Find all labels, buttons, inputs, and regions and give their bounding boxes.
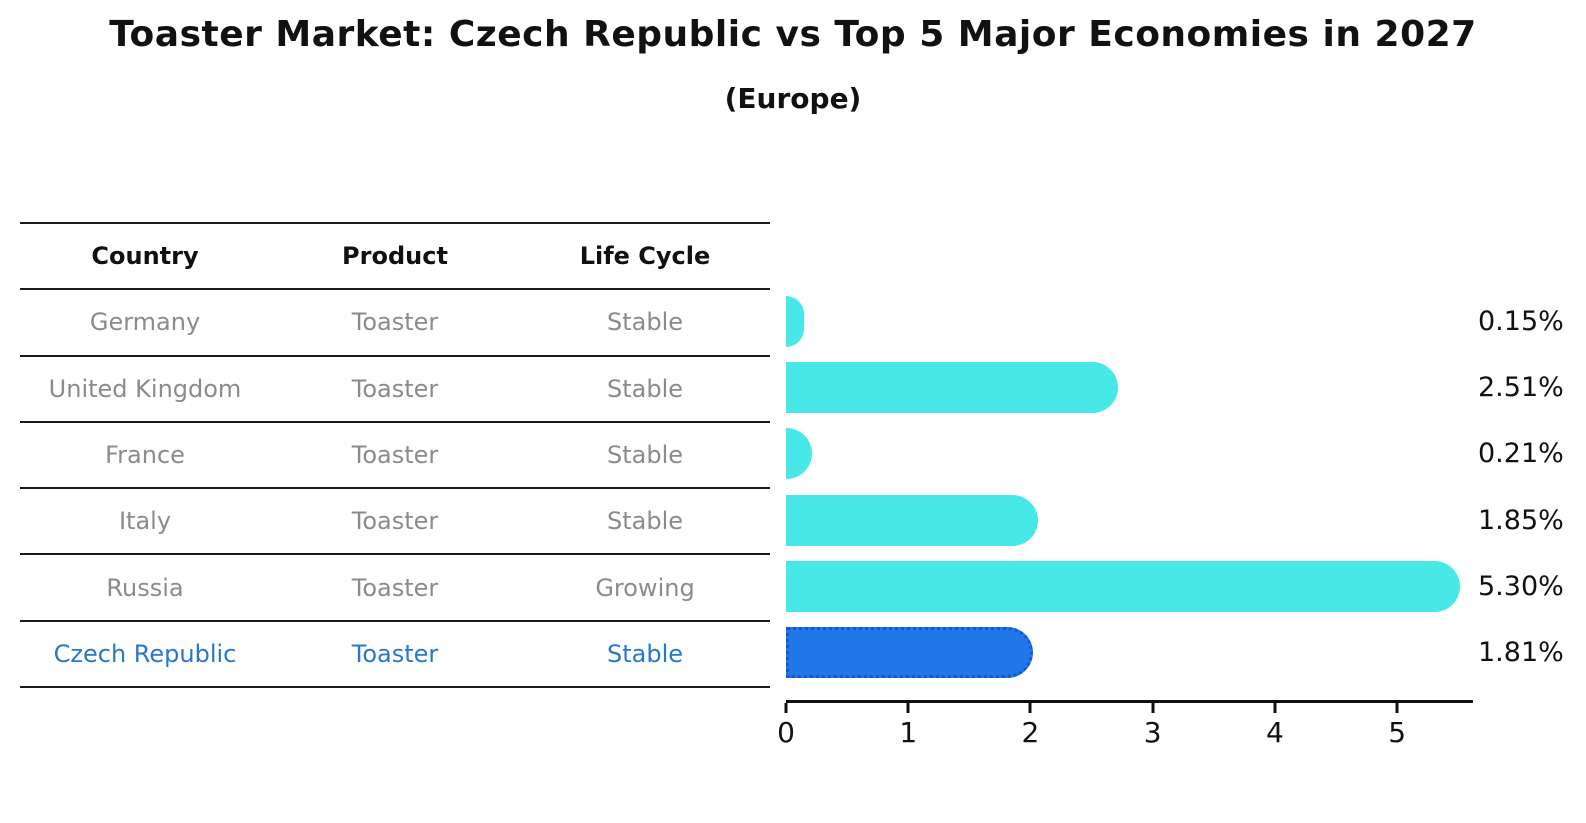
cell-country: Germany [89, 308, 201, 337]
bar-row [786, 288, 1473, 354]
x-axis-tick-label: 4 [1266, 716, 1284, 749]
x-axis: 0 1 2 3 4 5 [777, 700, 1473, 760]
value-label: 1.81% [1478, 637, 1564, 669]
cell-country: Italy [118, 507, 172, 536]
cell-product: Toaster [351, 639, 439, 668]
x-axis-tick-label: 2 [1021, 716, 1040, 749]
cell-country: France [105, 441, 185, 470]
bar-row [786, 553, 1473, 619]
column-header-country: Country [91, 242, 199, 271]
table-row: Italy Toaster Stable [20, 489, 770, 556]
bar-row [786, 487, 1473, 553]
cell-product: Toaster [351, 308, 439, 337]
bar-row [786, 354, 1473, 420]
x-axis-tick [1273, 703, 1277, 713]
country-table: Country Product Life Cycle Germany Toaster St… [20, 222, 770, 689]
cell-product: Toaster [351, 374, 439, 403]
bar-russia [786, 560, 1460, 612]
value-label: 1.85% [1478, 504, 1564, 536]
value-label: 5.30% [1478, 570, 1564, 602]
bar-row [786, 620, 1473, 686]
cell-country: United Kingdom [48, 374, 242, 403]
cell-country: Czech Republic [53, 639, 237, 668]
column-header-product: Product [342, 242, 448, 271]
cell-life-cycle: Stable [606, 507, 684, 536]
value-label-column: 0.15% 2.51% 0.21% 1.85% 5.30% 1.81% [1478, 288, 1586, 686]
cell-life-cycle: Stable [606, 374, 684, 403]
cell-life-cycle: Stable [606, 308, 684, 337]
bar-germany [786, 295, 804, 347]
x-axis-tick-label: 1 [899, 716, 918, 749]
cell-product: Toaster [351, 507, 439, 536]
x-axis-tick [906, 703, 910, 713]
chart-title: Toaster Market: Czech Republic vs Top 5 … [109, 14, 1477, 55]
value-label-row: 2.51% [1478, 354, 1586, 420]
value-label-row: 0.21% [1478, 421, 1586, 487]
x-axis-tick-label: 0 [777, 716, 795, 749]
x-axis-tick-label: 5 [1388, 716, 1407, 749]
bar-united-kingdom [786, 361, 1118, 413]
cell-country: Russia [106, 573, 184, 602]
x-axis-line [786, 700, 1473, 703]
x-axis-tick-label: 3 [1143, 716, 1162, 749]
table-row: United Kingdom Toaster Stable [20, 357, 770, 423]
table-row: Germany Toaster Stable [20, 290, 770, 357]
value-label-row: 1.85% [1478, 487, 1586, 553]
value-label-row: 0.15% [1478, 288, 1586, 354]
cell-life-cycle: Stable [606, 639, 684, 668]
value-label: 2.51% [1478, 371, 1564, 403]
column-header-life-cycle: Life Cycle [579, 242, 711, 271]
chart-subtitle: (Europe) [724, 82, 862, 115]
bar-italy [786, 494, 1038, 546]
bar-france [786, 428, 812, 480]
x-axis-tick [784, 703, 788, 713]
table-row: Russia Toaster Growing [20, 555, 770, 622]
value-label: 0.21% [1478, 438, 1564, 470]
value-label: 0.15% [1478, 305, 1564, 337]
cell-product: Toaster [351, 441, 439, 470]
table-header-row: Country Product Life Cycle [20, 224, 770, 291]
cell-life-cycle: Stable [606, 441, 684, 470]
value-label-row: 1.81% [1478, 620, 1586, 686]
cell-life-cycle: Growing [595, 573, 695, 602]
value-label-row: 5.30% [1478, 553, 1586, 619]
bar-row [786, 421, 1473, 487]
x-axis-tick [1028, 703, 1032, 713]
x-axis-tick [1151, 703, 1155, 713]
bar-plot-area [786, 288, 1473, 686]
cell-product: Toaster [351, 573, 439, 602]
table-row: Czech Republic Toaster Stable [20, 622, 770, 689]
bar-czech-republic [786, 627, 1033, 679]
x-axis-tick [1395, 703, 1399, 713]
table-row: France Toaster Stable [20, 423, 770, 490]
